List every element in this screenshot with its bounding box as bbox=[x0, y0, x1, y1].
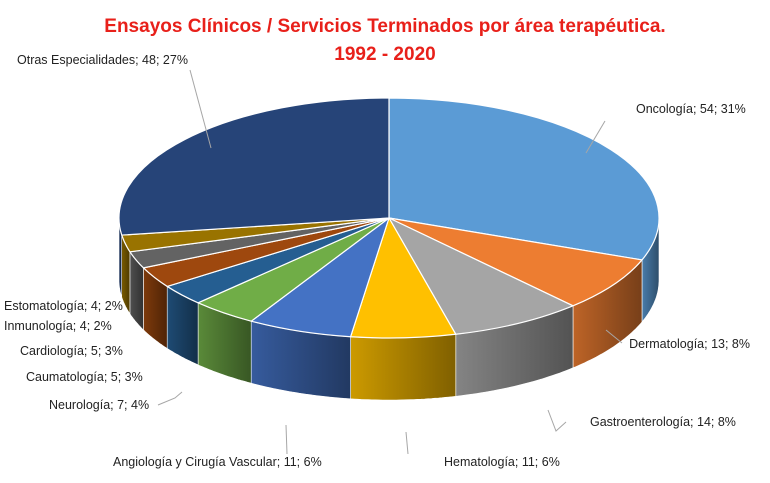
pie-sides bbox=[118, 218, 660, 401]
slice-otras-especialidades bbox=[118, 97, 390, 236]
slice-oncologia bbox=[388, 97, 660, 261]
leader-line-hematologia bbox=[405, 431, 409, 455]
leader-line-neurologia bbox=[157, 391, 183, 406]
data-label-inmunologia: Inmunología; 4; 2% bbox=[4, 319, 112, 333]
leader-line-otras-especialidades bbox=[189, 69, 212, 149]
pie-top bbox=[118, 97, 660, 339]
data-label-neurologia: Neurología; 7; 4% bbox=[49, 398, 149, 412]
leader-line-gastroenterologia bbox=[547, 409, 567, 432]
leader-line-oncologia bbox=[585, 120, 606, 154]
slice-side-hematologia bbox=[350, 333, 457, 401]
slice-gastroenterologia bbox=[388, 217, 574, 335]
data-label-gastroenterologia: Gastroenterología; 14; 8% bbox=[590, 415, 736, 429]
chart-subtitle: 1992 - 2020 bbox=[334, 44, 436, 65]
data-label-oncologia: Oncología; 54; 31% bbox=[636, 102, 746, 116]
chart-title: Ensayos Clínicos / Servicios Terminados … bbox=[104, 16, 666, 37]
data-label-hematologia: Hematología; 11; 6% bbox=[444, 455, 560, 469]
leader-line-dermatologia bbox=[605, 329, 623, 344]
data-labels: Oncología; 54; 31% Dermatología; 13; 8% Ga… bbox=[4, 53, 750, 469]
data-label-dermatologia: Dermatología; 13; 8% bbox=[629, 337, 750, 351]
data-label-angiologia-y-cirugia-vascular: Angiología y Cirugía Vascular; 11; 6% bbox=[113, 455, 322, 469]
data-label-caumatologia: Caumatología; 5; 3% bbox=[26, 370, 143, 384]
data-label-otras-especialidades: Otras Especialidades; 48; 27% bbox=[17, 53, 188, 67]
leader-line-angiologia-y-cirugia-vascular bbox=[285, 424, 288, 455]
data-label-estomatologia: Estomatología; 4; 2% bbox=[4, 299, 123, 313]
data-label-cardiologia: Cardiología; 5; 3% bbox=[20, 344, 123, 358]
slice-dermatologia bbox=[388, 217, 643, 307]
